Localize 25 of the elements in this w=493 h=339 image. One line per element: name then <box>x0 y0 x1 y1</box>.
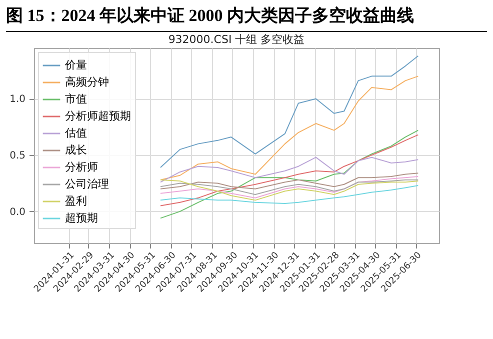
line-series <box>160 55 419 168</box>
y-tick-label: 0.5 <box>10 150 26 162</box>
chart-subtitle: 932000.CSI 十组 多空收益 <box>168 33 305 46</box>
y-tick-label: 1.0 <box>10 94 26 106</box>
legend-label: 公司治理 <box>65 178 109 190</box>
chart-title: 图 15：2024 年以来中证 2000 内大类因子多空收益曲线 <box>6 4 487 32</box>
legend-label: 盈利 <box>65 194 87 208</box>
y-tick-label: 0.0 <box>10 206 26 218</box>
line-series <box>160 76 419 180</box>
legend-label: 市值 <box>65 92 87 106</box>
legend-label: 分析师超预期 <box>65 110 131 122</box>
line-series <box>160 176 419 198</box>
line-series <box>160 134 419 206</box>
legend-label: 分析师 <box>65 160 98 174</box>
legend-label: 成长 <box>65 144 87 156</box>
line-series <box>160 185 419 204</box>
line-series <box>160 179 419 196</box>
legend-label: 估值 <box>65 126 87 140</box>
legend-label: 高频分钟 <box>65 76 109 88</box>
line-series <box>160 156 419 183</box>
line-series <box>160 172 419 190</box>
legend-label: 价量 <box>64 58 87 72</box>
line-series <box>160 179 419 201</box>
line-series <box>160 130 419 219</box>
legend-label: 超预期 <box>65 212 98 224</box>
